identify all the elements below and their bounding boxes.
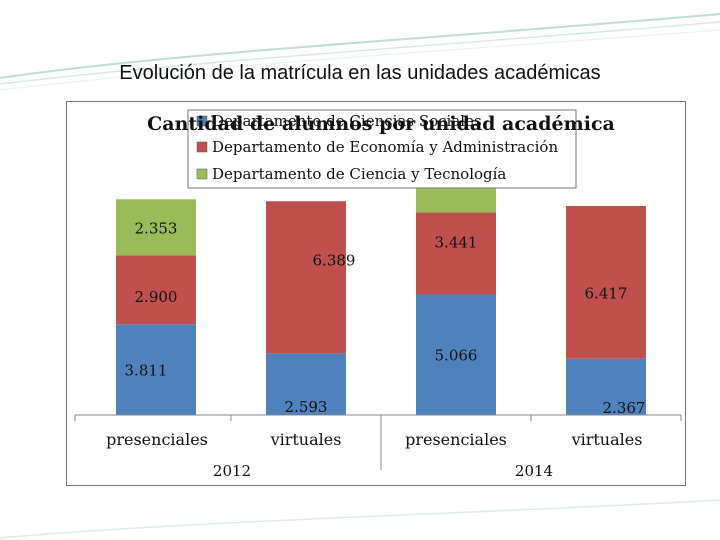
data-label: 3.811	[125, 362, 168, 380]
data-label: 6.389	[313, 251, 356, 269]
data-label: 2.367	[603, 399, 646, 417]
data-label: 2.593	[285, 398, 328, 416]
data-label: 6.417	[585, 284, 628, 302]
chart-title: Cantidad de alumnos por unidad académica	[147, 113, 615, 135]
bar-segment	[116, 324, 196, 415]
bar-segment	[566, 205, 646, 359]
stacked-bar-chart: 3.8112.9002.3532.5936.3895.0663.4412.788…	[74, 109, 682, 480]
bar-segment	[116, 255, 196, 325]
bar-segment	[416, 212, 496, 295]
bar-segment	[416, 294, 496, 415]
legend-label: Departamento de Ciencia y Tecnología	[212, 165, 506, 183]
legend-label: Departamento de Economía y Administració…	[212, 138, 558, 156]
data-label: 5.066	[435, 347, 478, 365]
chart-frame: 3.8112.9002.3532.5936.3895.0663.4412.788…	[66, 101, 686, 486]
category-label: presenciales	[405, 430, 507, 449]
legend-box	[187, 109, 577, 189]
legend-swatch	[196, 141, 208, 153]
legend-swatch	[196, 115, 208, 127]
category-label: presenciales	[106, 430, 208, 449]
bar-segment	[266, 353, 346, 415]
category-label: virtuales	[571, 430, 643, 449]
data-label: 2.900	[135, 288, 178, 306]
slide-title: Evolución de la matrícula en las unidade…	[119, 62, 601, 84]
group-label: 2012	[213, 462, 251, 480]
legend-swatch	[196, 168, 208, 180]
data-label: 3.441	[435, 234, 478, 252]
bar-segment	[566, 358, 646, 415]
legend-label: Departamento de Ciencias Sociales	[212, 112, 482, 130]
group-label: 2014	[515, 462, 553, 480]
category-label: virtuales	[270, 430, 342, 449]
bar-segment	[116, 199, 196, 256]
bar-segment	[266, 201, 346, 354]
data-label: 2.353	[135, 219, 178, 237]
